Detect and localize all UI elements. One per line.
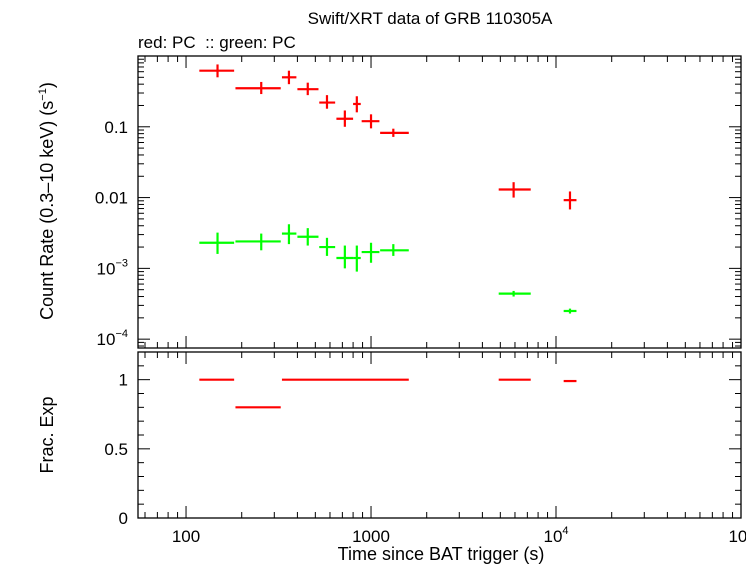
y-tick-label-base: 1 (119, 371, 128, 390)
y-tick-label-base: 0.01 (95, 189, 128, 208)
x-tick-label-base: 100 (172, 527, 200, 546)
y-tick-label: 0.01 (95, 189, 128, 208)
series-count-rate-1 (199, 224, 577, 314)
y-tick-label: 10−3 (97, 257, 128, 278)
x-tick-label-base: 10 (543, 527, 562, 546)
x-tick-label-sup: 4 (562, 525, 568, 537)
chart-subtitle: red: PC :: green: PC (138, 33, 296, 52)
top-panel-ylabel: Count Rate (0.3–10 keV) (s−1) (37, 82, 57, 320)
x-tick-label-base: 10 (728, 527, 746, 546)
panel-frames (137, 55, 742, 519)
y-tick-label-base: 0 (119, 509, 128, 528)
axis-ticks (138, 55, 742, 519)
panel-frame-count-rate (137, 55, 742, 349)
y-tick-label: 0.1 (104, 118, 128, 137)
bottom-panel-ylabel: Frac. Exp (37, 396, 57, 473)
x-axis-label: Time since BAT trigger (s) (338, 544, 545, 564)
chart-title: Swift/XRT data of GRB 110305A (308, 9, 553, 28)
panel-frame-frac-exp (137, 351, 742, 519)
data-points (199, 64, 577, 409)
top-panel-ylabel-sup: −1 (37, 88, 49, 101)
y-tick-label-base: 10 (97, 259, 116, 278)
top-panel-ylabel-main: Count Rate (0.3–10 keV) (s (37, 101, 57, 320)
x-tick-label-base: 1000 (352, 527, 390, 546)
y-tick-label: 1 (119, 371, 128, 390)
y-tick-label-base: 0.5 (104, 440, 128, 459)
x-tick-label: 1000 (352, 527, 390, 546)
y-tick-label-sup: −3 (115, 257, 128, 269)
x-tick-label: 104 (543, 525, 568, 546)
y-tick-label: 10−4 (97, 328, 128, 349)
x-tick-label: 100 (172, 527, 200, 546)
y-tick-label: 0 (119, 509, 128, 528)
y-tick-label-sup: −4 (115, 328, 128, 340)
y-tick-label-base: 0.1 (104, 118, 128, 137)
series-frac-exp-0 (199, 378, 577, 409)
top-panel-ylabel-end: ) (37, 82, 57, 88)
y-tick-label-base: 10 (97, 330, 116, 349)
x-tick-label: 105 (728, 525, 746, 546)
y-tick-label: 0.5 (104, 440, 128, 459)
series-count-rate-0 (199, 64, 577, 210)
